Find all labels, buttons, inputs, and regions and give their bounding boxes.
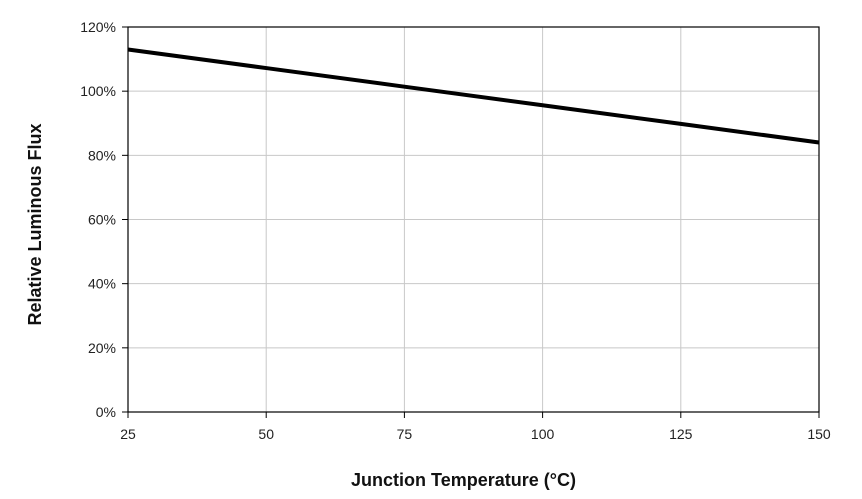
y-tick-label: 100% <box>80 83 116 99</box>
series-layer <box>127 47 820 145</box>
x-axis-ticks: 25 50 75 100 125 150 <box>120 412 831 442</box>
series-line <box>127 47 820 145</box>
y-tick-label: 60% <box>88 212 116 228</box>
y-tick-label: 40% <box>88 276 116 292</box>
x-tick-label: 50 <box>258 426 274 442</box>
y-axis-ticks: 0% 20% 40% 60% 80% 100% 120% <box>80 19 128 420</box>
x-tick-label: 125 <box>669 426 693 442</box>
x-tick-label: 75 <box>397 426 413 442</box>
y-tick-label: 80% <box>88 147 116 163</box>
y-tick-label: 20% <box>88 340 116 356</box>
x-tick-label: 25 <box>120 426 136 442</box>
y-tick-label: 120% <box>80 19 116 35</box>
x-axis-title: Junction Temperature (°C) <box>351 470 576 490</box>
grid-lines <box>127 26 820 413</box>
x-tick-label: 100 <box>531 426 555 442</box>
y-tick-label: 0% <box>96 404 116 420</box>
x-tick-label: 150 <box>807 426 831 442</box>
y-axis-title: Relative Luminous Flux <box>25 123 45 325</box>
